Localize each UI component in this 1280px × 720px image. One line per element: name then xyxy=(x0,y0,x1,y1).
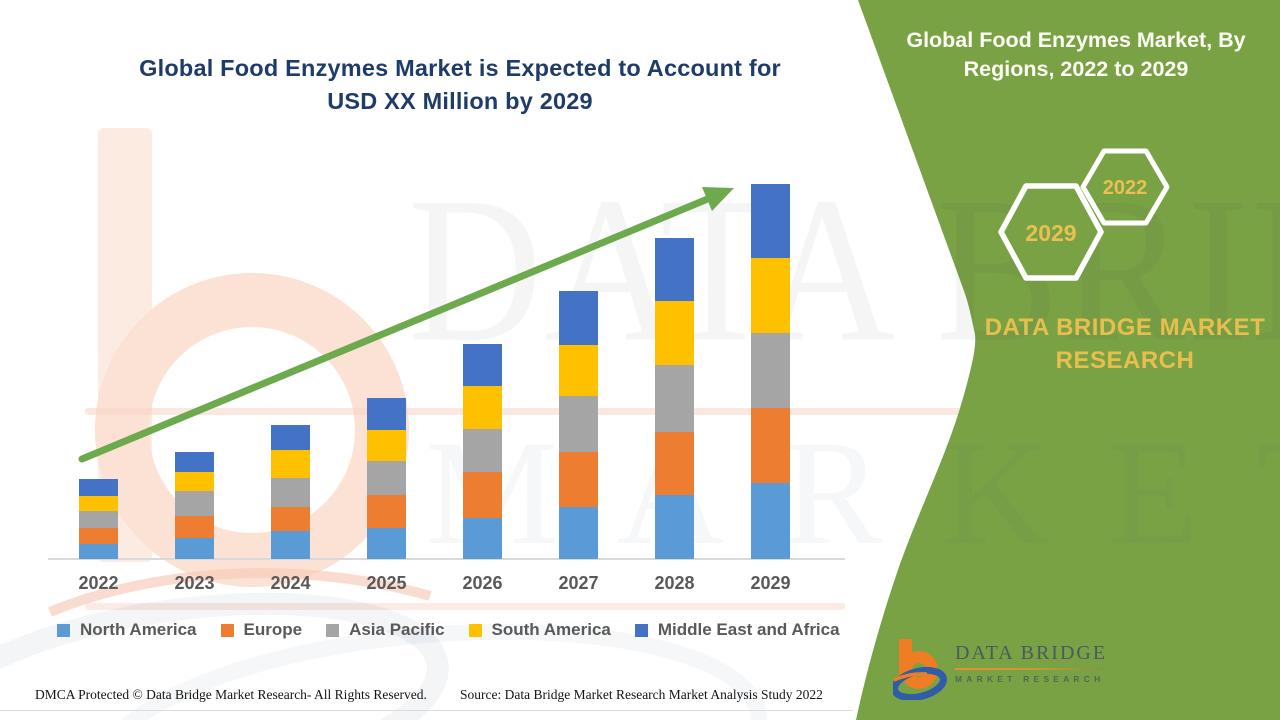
bar-segment-2029-middle-east-and-africa xyxy=(751,184,790,258)
company-logo: DATA BRIDGE MARKET RESEARCH xyxy=(893,634,1107,700)
x-axis-label-2026: 2026 xyxy=(462,573,503,593)
legend-label-south-america: South America xyxy=(491,620,611,639)
legend-swatch-europe xyxy=(220,623,234,637)
bar-segment-2029-europe xyxy=(751,408,790,483)
bar-segment-2025-north-america xyxy=(367,528,406,559)
source-citation: Source: Data Bridge Market Research Mark… xyxy=(460,687,823,702)
hexagon-2029 xyxy=(998,183,1104,281)
bar-segment-2026-north-america xyxy=(463,518,502,559)
x-axis-line xyxy=(48,558,845,560)
brand-wordmark: DATA BRIDGE MARKET RESEARCH xyxy=(932,311,1280,377)
bar-segment-2028-middle-east-and-africa xyxy=(655,238,694,301)
bar-segment-2023-north-america xyxy=(175,538,214,559)
brand-wordmark-line1: DATA BRIDGE MARKET xyxy=(984,314,1266,341)
watermark-text-primary: DATA BRIDGE xyxy=(408,154,1280,386)
bar-segment-2025-asia-pacific xyxy=(367,461,406,495)
bar-segment-2024-north-america xyxy=(271,531,310,559)
data-bridge-logo-icon xyxy=(893,639,947,700)
bar-segment-2028-asia-pacific xyxy=(655,365,694,432)
bar-segment-2022-south-america xyxy=(79,496,118,511)
legend-item-europe: Europe xyxy=(220,620,303,640)
bar-segment-2023-south-america xyxy=(175,472,214,491)
bar-segment-2025-south-america xyxy=(367,430,406,461)
legend-item-asia-pacific: Asia Pacific xyxy=(326,620,445,640)
bar-segment-2027-europe xyxy=(559,452,598,507)
bar-segment-2022-asia-pacific xyxy=(79,511,118,528)
bar-segment-2029-asia-pacific xyxy=(751,333,790,408)
bar-segment-2028-europe xyxy=(655,432,694,495)
chart-title-line1: Global Food Enzymes Market is Expected t… xyxy=(139,55,781,81)
chart-title: Global Food Enzymes Market is Expected t… xyxy=(110,52,810,118)
legend-item-south-america: South America xyxy=(468,620,611,640)
legend-label-north-america: North America xyxy=(80,620,197,639)
legend-label-europe: Europe xyxy=(243,620,303,639)
bar-segment-2026-asia-pacific xyxy=(463,429,502,472)
bar-segment-2029-south-america xyxy=(751,258,790,333)
chart-legend: North America Europe Asia Pacific South Ame… xyxy=(57,620,840,640)
panel-title: Global Food Enzymes Market, By Regions, … xyxy=(880,26,1272,84)
hexagon-2022-label: 2022 xyxy=(1103,177,1148,199)
bar-segment-2024-europe xyxy=(271,507,310,531)
bar-segment-2028-north-america xyxy=(655,495,694,559)
bar-segment-2026-south-america xyxy=(463,386,502,429)
legend-item-middle-east-and-africa: Middle East and Africa xyxy=(634,620,840,640)
hexagon-2029-label: 2029 xyxy=(1025,220,1076,246)
bar-segment-2027-south-america xyxy=(559,345,598,396)
bar-segment-2022-middle-east-and-africa xyxy=(79,479,118,496)
chart-title-line2: USD XX Million by 2029 xyxy=(327,88,593,114)
legend-swatch-middle-east-and-africa xyxy=(634,623,648,637)
legend-label-middle-east-and-africa: Middle East and Africa xyxy=(657,620,840,639)
legend-swatch-north-america xyxy=(57,623,70,637)
brand-wordmark-line2: RESEARCH xyxy=(1055,347,1195,374)
panel-title-line1: Global Food Enzymes Market, By xyxy=(906,28,1246,52)
bar-segment-2023-middle-east-and-africa xyxy=(175,452,214,472)
bar-segment-2022-north-america xyxy=(79,544,118,559)
footer-divider xyxy=(0,710,853,711)
bar-segment-2024-asia-pacific xyxy=(271,478,310,507)
logo-rule xyxy=(955,668,1101,670)
x-axis-label-2023: 2023 xyxy=(174,573,215,593)
bar-segment-2029-north-america xyxy=(751,483,790,559)
x-axis-label-2024: 2024 xyxy=(270,573,311,593)
bar-segment-2027-asia-pacific xyxy=(559,396,598,452)
x-axis-label-2025: 2025 xyxy=(366,573,407,593)
x-axis-label-2027: 2027 xyxy=(558,573,599,593)
bar-segment-2027-north-america xyxy=(559,507,598,559)
logo-sub-text: MARKET RESEARCH xyxy=(955,674,1105,684)
legend-label-asia-pacific: Asia Pacific xyxy=(349,620,445,639)
bar-segment-2024-south-america xyxy=(271,450,310,478)
legend-swatch-asia-pacific xyxy=(326,623,340,637)
bar-segment-2025-middle-east-and-africa xyxy=(367,398,406,430)
bar-segment-2028-south-america xyxy=(655,301,694,365)
bar-segment-2025-europe xyxy=(367,495,406,528)
hexagon-2022 xyxy=(1080,148,1170,226)
bar-segment-2026-middle-east-and-africa xyxy=(463,344,502,386)
bar-segment-2024-middle-east-and-africa xyxy=(271,425,310,450)
panel-title-line2: Regions, 2022 to 2029 xyxy=(963,57,1189,81)
legend-item-north-america: North America xyxy=(57,620,197,640)
logo-name-text: DATA BRIDGE xyxy=(955,642,1108,664)
bar-segment-2026-europe xyxy=(463,472,502,518)
bar-segment-2022-europe xyxy=(79,528,118,544)
bar-segment-2023-asia-pacific xyxy=(175,491,214,516)
legend-swatch-south-america xyxy=(468,623,482,637)
dmca-notice: DMCA Protected © Data Bridge Market Rese… xyxy=(35,687,427,702)
x-axis-label-2029: 2029 xyxy=(750,573,791,593)
bar-segment-2023-europe xyxy=(175,516,214,538)
x-axis-label-2028: 2028 xyxy=(654,573,695,593)
x-axis-label-2022: 2022 xyxy=(78,573,119,593)
bar-segment-2027-middle-east-and-africa xyxy=(559,291,598,345)
